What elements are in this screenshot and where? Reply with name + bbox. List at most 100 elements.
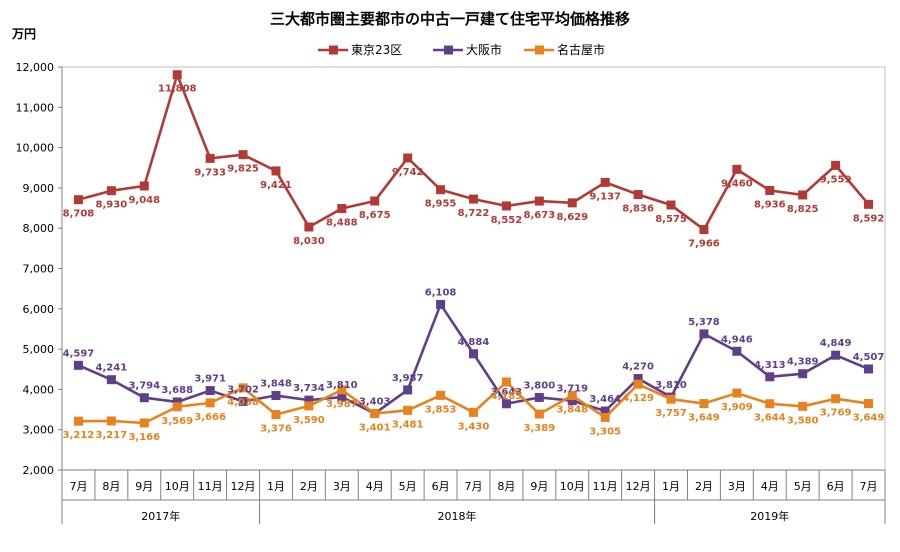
data-label: 3,403: [359, 396, 391, 407]
data-point: [732, 164, 742, 174]
data-point: [403, 385, 413, 395]
data-point: [831, 350, 841, 360]
data-point: [765, 185, 775, 195]
data-label: 3,481: [392, 419, 424, 430]
data-point: [864, 199, 874, 209]
x-tick-label: 3月: [728, 480, 746, 493]
data-label: 6,108: [425, 287, 457, 298]
data-label: 3,430: [458, 421, 490, 432]
data-label: 3,212: [63, 430, 95, 441]
data-point: [73, 195, 83, 205]
data-point: [139, 181, 149, 191]
y-tick-label: 11,000: [16, 101, 55, 114]
data-point: [172, 402, 182, 412]
data-label: 4,507: [853, 352, 885, 363]
x-tick-label: 12月: [626, 480, 651, 493]
data-point: [271, 166, 281, 176]
data-point: [139, 393, 149, 403]
x-tick-label: 7月: [860, 480, 878, 493]
data-point: [666, 394, 676, 404]
data-point: [205, 398, 215, 408]
data-label: 8,930: [96, 200, 128, 211]
data-label: 9,137: [589, 191, 621, 202]
data-point: [238, 396, 248, 406]
data-label: 3,401: [359, 423, 391, 434]
data-point: [469, 349, 478, 359]
data-label: 3,909: [721, 402, 753, 413]
data-point: [831, 394, 841, 404]
data-point: [304, 222, 314, 232]
data-point: [172, 70, 182, 80]
x-tick-label: 4月: [761, 480, 779, 493]
data-point: [732, 346, 742, 356]
data-label: 8,836: [622, 204, 654, 215]
data-point: [864, 364, 874, 374]
data-label: 8,936: [754, 199, 786, 210]
x-tick-label: 8月: [102, 480, 120, 493]
data-point: [271, 410, 281, 420]
year-label: 2017年: [141, 509, 180, 523]
data-point: [139, 418, 149, 428]
y-axis-unit-label: 万円: [11, 27, 36, 41]
x-tick-label: 1月: [267, 480, 285, 493]
data-point: [567, 198, 577, 208]
data-label: 9,742: [392, 167, 424, 178]
data-label: 4,946: [721, 334, 753, 345]
data-label: 3,649: [853, 413, 885, 424]
legend-marker: [535, 45, 544, 55]
x-tick-label: 7月: [465, 480, 483, 493]
data-label: 4,884: [458, 337, 490, 348]
series-3: [73, 377, 874, 428]
data-label: 3,166: [128, 432, 160, 443]
legend-item: 東京23区: [318, 43, 402, 57]
data-point: [501, 201, 511, 211]
data-label: 3,848: [260, 379, 292, 390]
x-tick-label: 7月: [69, 480, 87, 493]
x-tick-label: 1月: [662, 480, 680, 493]
data-label: 8,552: [491, 215, 523, 226]
data-label: 8,673: [524, 210, 556, 221]
data-label: 3,853: [425, 404, 457, 415]
data-label: 3,848: [556, 405, 588, 416]
legend-marker: [444, 45, 453, 55]
data-point: [798, 401, 808, 411]
data-label: 8,030: [293, 236, 325, 247]
data-point: [798, 369, 808, 379]
data-label: 3,666: [194, 412, 226, 423]
x-tick-label: 12月: [231, 480, 256, 493]
data-point: [567, 391, 577, 401]
data-label: 4,313: [754, 360, 786, 371]
legend-item: 名古屋市: [524, 42, 605, 57]
x-tick-label: 10月: [560, 480, 585, 493]
data-point: [337, 385, 347, 395]
data-label: 4,183: [491, 391, 523, 402]
data-label: 8,675: [359, 210, 391, 221]
data-point: [501, 377, 511, 387]
data-point: [534, 196, 544, 206]
data-point: [831, 160, 841, 170]
data-point: [469, 194, 478, 204]
data-point: [172, 397, 182, 407]
y-tick-label: 4,000: [23, 383, 55, 396]
data-label: 3,389: [524, 423, 556, 434]
data-label: 7,966: [688, 239, 720, 250]
data-point: [403, 405, 413, 415]
data-point: [699, 225, 709, 235]
y-tick-label: 10,000: [16, 142, 55, 155]
data-label: 3,376: [260, 424, 292, 435]
data-point: [633, 374, 643, 384]
data-point: [666, 200, 676, 210]
data-label: 4,597: [63, 348, 95, 359]
x-tick-label: 2月: [300, 480, 318, 493]
data-point: [304, 395, 314, 405]
y-tick-label: 7,000: [23, 263, 55, 276]
x-tick-label: 6月: [827, 480, 845, 493]
data-point: [501, 399, 511, 409]
data-label: 9,048: [128, 195, 160, 206]
data-point: [106, 186, 116, 196]
data-label: 3,987: [392, 373, 424, 384]
y-tick-label: 8,000: [23, 222, 55, 235]
data-point: [600, 412, 610, 422]
data-point: [205, 153, 215, 163]
